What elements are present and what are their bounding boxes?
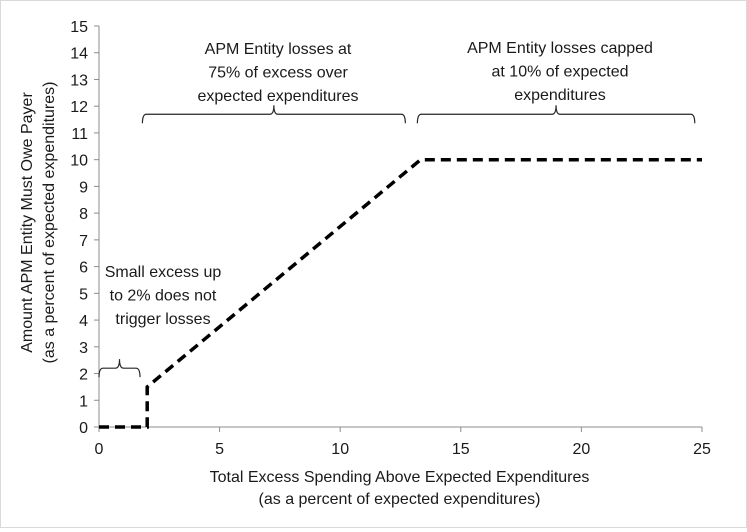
series	[99, 157, 702, 429]
y-tick-label: 12	[70, 99, 88, 116]
y-tick-label: 8	[79, 206, 88, 223]
x-axis-title: Total Excess Spending Above Expected Exp…	[210, 469, 590, 486]
y-tick-label: 7	[79, 233, 88, 250]
x-tick-label: 0	[95, 441, 104, 458]
y-tick-label: 1	[79, 393, 88, 410]
x-tick-label: 25	[693, 441, 711, 458]
annotation-text: Small excess up	[105, 264, 222, 281]
annotation-text: to 2% does not	[110, 288, 217, 305]
y-tick-label: 0	[79, 420, 88, 437]
y-tick-label: 2	[79, 367, 88, 384]
annotation-text: expenditures	[514, 87, 606, 104]
annotation-text: expected expenditures	[198, 88, 359, 105]
y-axis-title: (as a percent of expected expenditures)	[41, 82, 58, 364]
y-tick-label: 9	[79, 179, 88, 196]
x-tick-label: 5	[215, 441, 224, 458]
annotation-text: at 10% of expected	[492, 64, 629, 81]
y-tick-label: 14	[70, 46, 88, 63]
y-tick-label: 4	[79, 313, 88, 330]
y-tick-label: 10	[70, 153, 88, 170]
y-tick-label: 15	[70, 19, 88, 36]
braces	[98, 105, 696, 378]
y-tick-label: 6	[79, 260, 88, 277]
annotations: Small excess up to 2% does not trigger los…	[105, 40, 653, 328]
annotation-brace	[98, 359, 141, 378]
x-tick-label: 15	[452, 441, 470, 458]
annotation-text: trigger losses	[115, 311, 210, 328]
y-tick-label: 5	[79, 286, 88, 303]
axis-titles: Total Excess Spending Above Expected Exp…	[19, 82, 589, 508]
y-tick-label: 11	[71, 126, 88, 143]
x-tick-label: 20	[573, 441, 591, 458]
annotation-brace	[416, 105, 696, 124]
x-tick-label: 10	[331, 441, 349, 458]
y-tick-label: 3	[79, 340, 88, 357]
y-tick-label: 13	[70, 72, 88, 89]
annotation-brace	[141, 105, 406, 124]
annotation-text: APM Entity losses at	[205, 41, 352, 58]
x-axis-title: (as a percent of expected expenditures)	[259, 491, 541, 508]
axes	[98, 26, 702, 428]
series-line	[99, 157, 702, 429]
annotation-text: 75% of excess over	[208, 65, 348, 82]
y-axis-title: Amount APM Entity Must Owe Payer	[19, 92, 36, 353]
annotation-text: APM Entity losses capped	[467, 40, 653, 57]
